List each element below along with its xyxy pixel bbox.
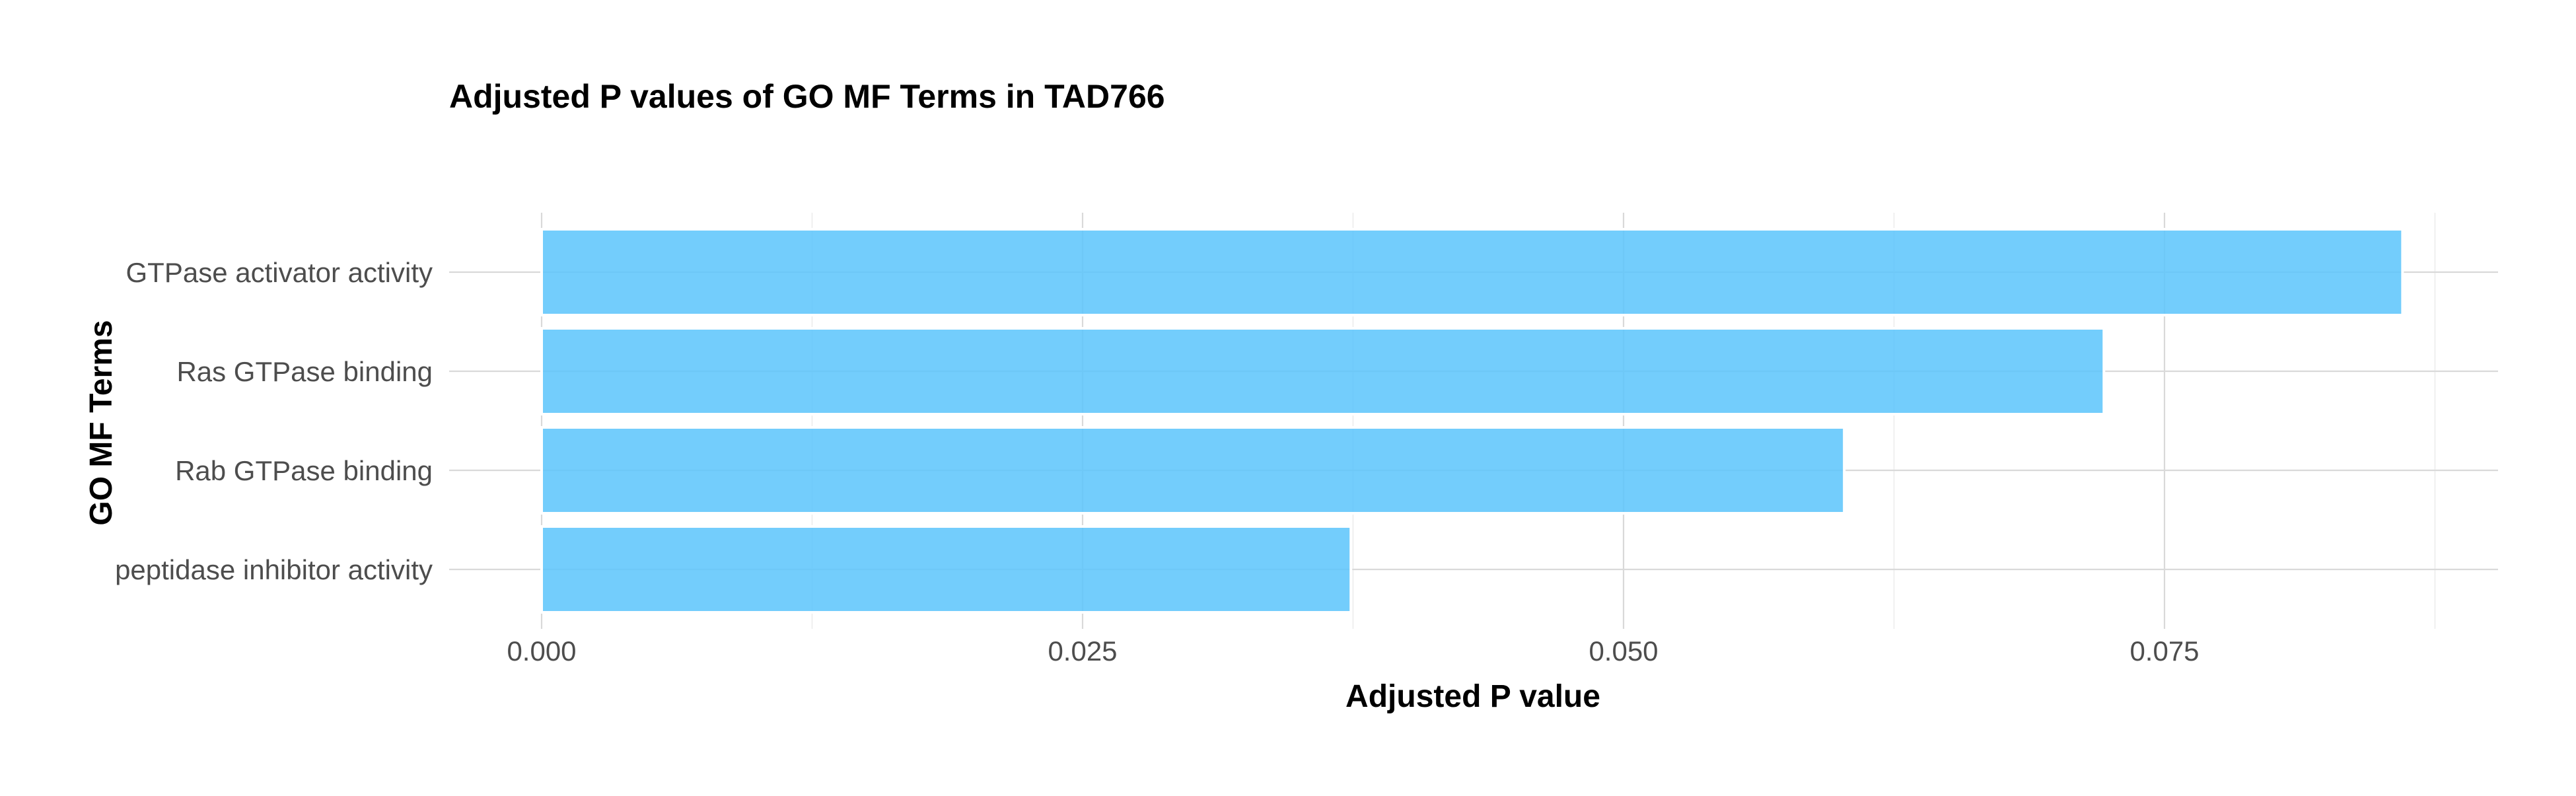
- bar-4: [540, 525, 1353, 614]
- bar-3: [540, 426, 1846, 515]
- x-axis-title: Adjusted P value: [1345, 679, 1600, 714]
- x-tick-label: 0.050: [1589, 635, 1658, 667]
- x-tick-label: 0.025: [1048, 635, 1117, 667]
- bar-layer: [540, 228, 2404, 614]
- y-tick-label: peptidase inhibitor activity: [115, 554, 433, 585]
- y-tick-label: Ras GTPase binding: [176, 356, 433, 387]
- y-tick-label: Rab GTPase binding: [175, 455, 433, 486]
- y-axis-title: GO MF Terms: [84, 320, 119, 525]
- bar-2: [540, 327, 2106, 416]
- bar-1: [540, 228, 2404, 316]
- x-tick-labels: 0.000 0.025 0.050 0.075: [507, 635, 2199, 667]
- chart-title: Adjusted P values of GO MF Terms in TAD7…: [449, 78, 1165, 115]
- x-tick-label: 0.000: [507, 635, 576, 667]
- y-tick-label: GTPase activator activity: [126, 257, 433, 288]
- x-tick-label: 0.075: [2129, 635, 2199, 667]
- y-tick-labels: GTPase activator activity Ras GTPase bind…: [115, 257, 433, 585]
